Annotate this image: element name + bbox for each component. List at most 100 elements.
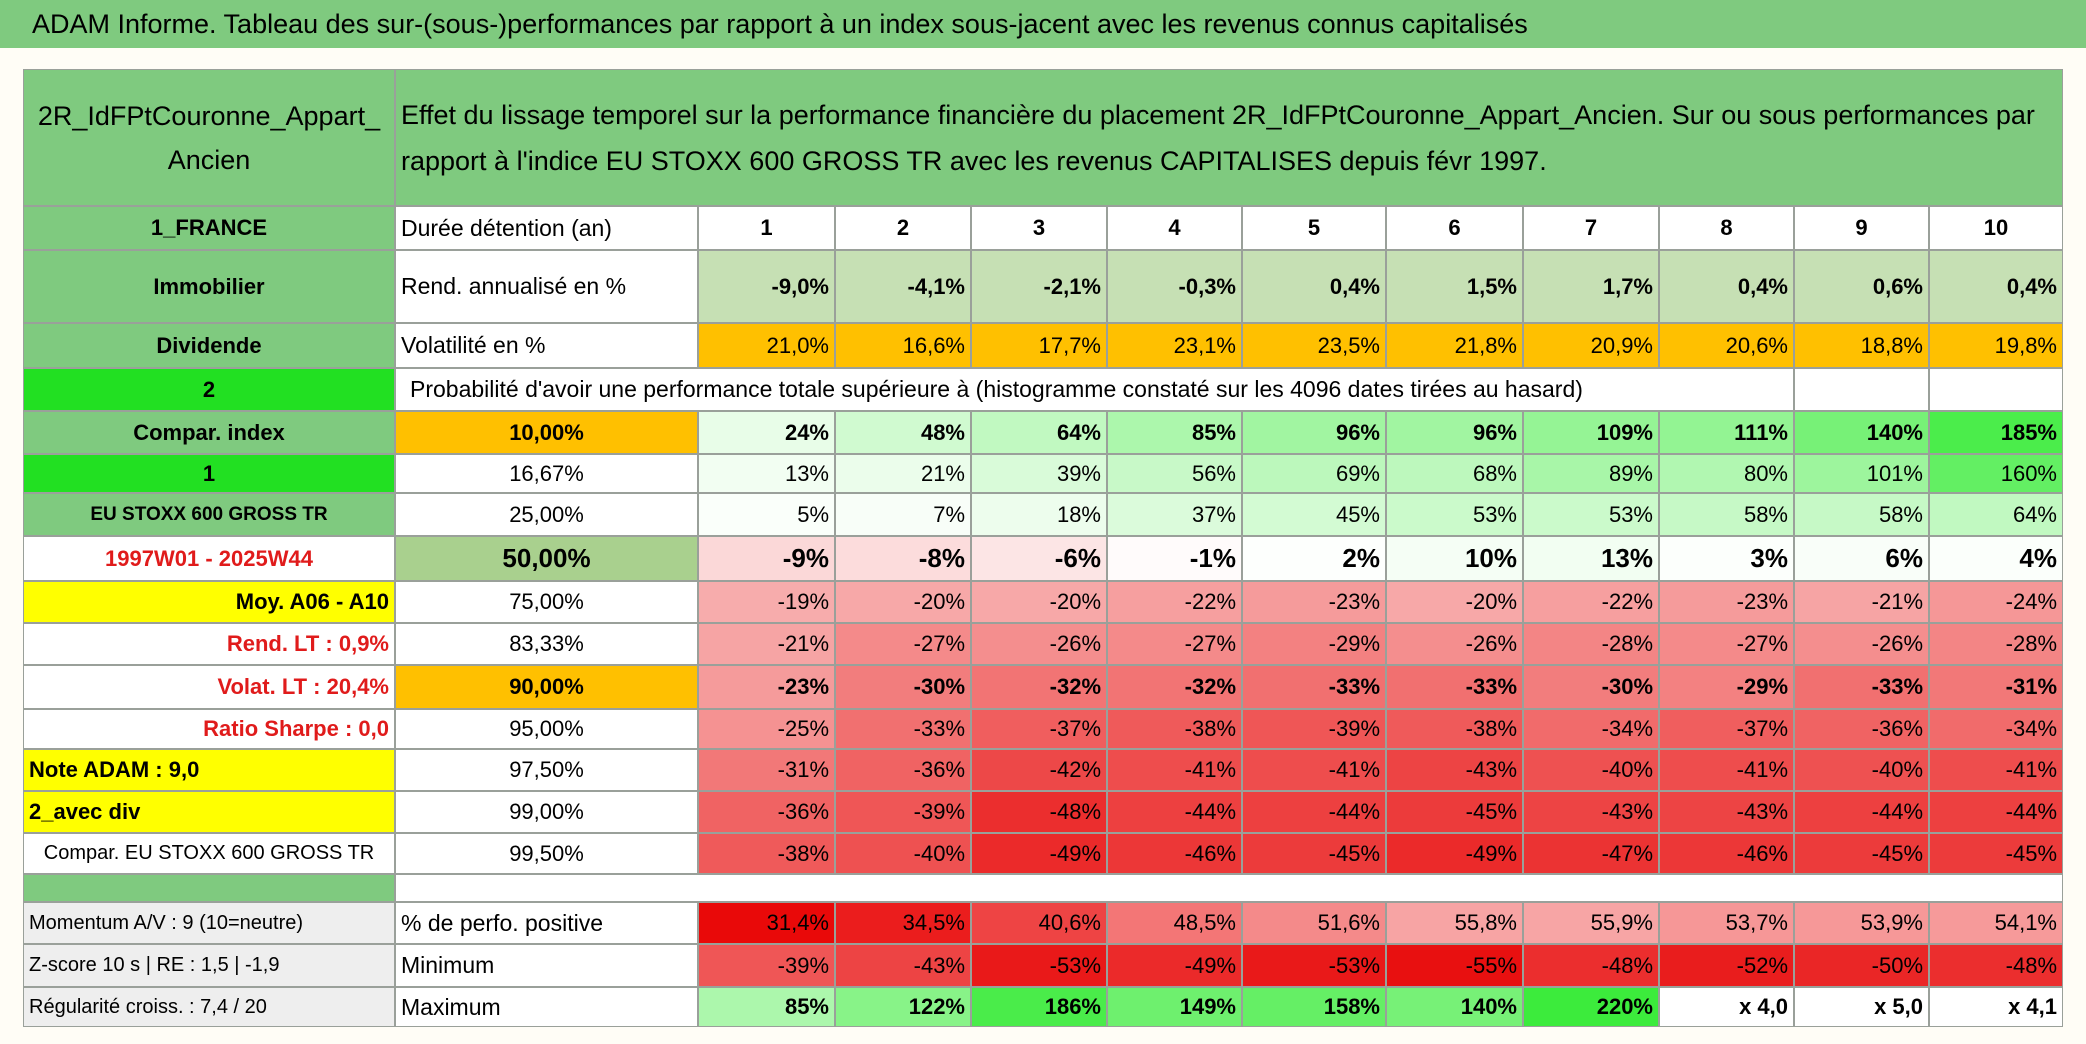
row-header: 10,00%	[395, 411, 698, 454]
value-cell: -41%	[1659, 749, 1794, 791]
row-label: 2	[23, 368, 395, 411]
row-label: Momentum A/V : 9 (10=neutre)	[23, 902, 395, 944]
value-cell: 3	[971, 206, 1107, 250]
value-cell: 20,6%	[1659, 323, 1794, 368]
value-cell: 23,5%	[1242, 323, 1386, 368]
value-cell: -27%	[1659, 623, 1794, 665]
value-cell: -4,1%	[835, 250, 971, 323]
value-cell: -38%	[698, 833, 835, 874]
value-cell: 122%	[835, 987, 971, 1027]
value-cell: -49%	[1386, 833, 1523, 874]
value-cell: -26%	[971, 623, 1107, 665]
value-cell: 4	[1107, 206, 1242, 250]
value-cell: -33%	[835, 709, 971, 749]
value-cell: 58%	[1659, 493, 1794, 536]
value-cell: -43%	[1386, 749, 1523, 791]
value-cell: 56%	[1107, 454, 1242, 493]
value-cell: -41%	[1929, 749, 2063, 791]
value-cell: -27%	[835, 623, 971, 665]
value-cell: -25%	[698, 709, 835, 749]
row-header: 99,50%	[395, 833, 698, 874]
value-cell: -50%	[1794, 944, 1929, 987]
value-cell: 55,8%	[1386, 902, 1523, 944]
value-cell: -37%	[971, 709, 1107, 749]
row-label: Ratio Sharpe : 0,0	[23, 709, 395, 749]
value-cell: 18,8%	[1794, 323, 1929, 368]
value-cell: 58%	[1794, 493, 1929, 536]
value-cell: -20%	[835, 581, 971, 623]
value-cell: -34%	[1523, 709, 1659, 749]
row-label: Compar. EU STOXX 600 GROSS TR	[23, 833, 395, 874]
value-cell: -21%	[1794, 581, 1929, 623]
value-cell: -47%	[1523, 833, 1659, 874]
value-cell: -1%	[1107, 536, 1242, 581]
value-cell: 96%	[1242, 411, 1386, 454]
value-cell: 64%	[1929, 493, 2063, 536]
value-cell: 10	[1929, 206, 2063, 250]
value-cell: 34,5%	[835, 902, 971, 944]
value-cell: 158%	[1242, 987, 1386, 1027]
value-cell: -28%	[1523, 623, 1659, 665]
value-cell: -26%	[1386, 623, 1523, 665]
value-cell: 48%	[835, 411, 971, 454]
value-cell: -33%	[1386, 665, 1523, 709]
row-label: Dividende	[23, 323, 395, 368]
value-cell: -44%	[1929, 791, 2063, 833]
value-cell: -43%	[835, 944, 971, 987]
value-cell: -2,1%	[971, 250, 1107, 323]
value-cell: -33%	[1794, 665, 1929, 709]
value-cell: 51,6%	[1242, 902, 1386, 944]
value-cell: 31,4%	[698, 902, 835, 944]
value-cell: -45%	[1386, 791, 1523, 833]
value-cell: 40,6%	[971, 902, 1107, 944]
value-cell: 2	[835, 206, 971, 250]
row-header: 99,00%	[395, 791, 698, 833]
value-cell: -49%	[971, 833, 1107, 874]
value-cell: -31%	[698, 749, 835, 791]
value-cell: 96%	[1386, 411, 1523, 454]
value-cell: -41%	[1242, 749, 1386, 791]
value-cell: -6%	[971, 536, 1107, 581]
value-cell: -27%	[1107, 623, 1242, 665]
probability-caption: Probabilité d'avoir une performance tota…	[395, 368, 1794, 411]
value-cell: -36%	[698, 791, 835, 833]
value-cell: -23%	[1659, 581, 1794, 623]
value-cell: 109%	[1523, 411, 1659, 454]
value-cell: 10%	[1386, 536, 1523, 581]
value-cell: 55,9%	[1523, 902, 1659, 944]
value-cell: 20,9%	[1523, 323, 1659, 368]
value-cell: -44%	[1242, 791, 1386, 833]
value-cell: -39%	[698, 944, 835, 987]
value-cell: -38%	[1107, 709, 1242, 749]
row-header: % de perfo. positive	[395, 902, 698, 944]
value-cell: 85%	[698, 987, 835, 1027]
row-label: Immobilier	[23, 250, 395, 323]
value-cell: 85%	[1107, 411, 1242, 454]
row-label: 1997W01 - 2025W44	[23, 536, 395, 581]
value-cell: -42%	[971, 749, 1107, 791]
value-cell: 13%	[698, 454, 835, 493]
value-cell: -45%	[1794, 833, 1929, 874]
value-cell: -30%	[835, 665, 971, 709]
row-label: 1	[23, 454, 395, 493]
value-cell: 21%	[835, 454, 971, 493]
value-cell: 18%	[971, 493, 1107, 536]
value-cell: -0,3%	[1107, 250, 1242, 323]
value-cell: 101%	[1794, 454, 1929, 493]
value-cell: 185%	[1929, 411, 2063, 454]
value-cell: -22%	[1523, 581, 1659, 623]
value-cell: -46%	[1107, 833, 1242, 874]
row-label: Note ADAM : 9,0	[23, 749, 395, 791]
header-label: 2R_IdFPtCouronne_Appart_Ancien	[23, 69, 395, 206]
value-cell: 2%	[1242, 536, 1386, 581]
value-cell: -26%	[1794, 623, 1929, 665]
value-cell: 68%	[1386, 454, 1523, 493]
value-cell: -39%	[835, 791, 971, 833]
value-cell: -19%	[698, 581, 835, 623]
value-cell: 140%	[1386, 987, 1523, 1027]
value-cell: 54,1%	[1929, 902, 2063, 944]
value-cell: -40%	[835, 833, 971, 874]
row-header: 90,00%	[395, 665, 698, 709]
value-cell: -8%	[835, 536, 971, 581]
row-header: 83,33%	[395, 623, 698, 665]
